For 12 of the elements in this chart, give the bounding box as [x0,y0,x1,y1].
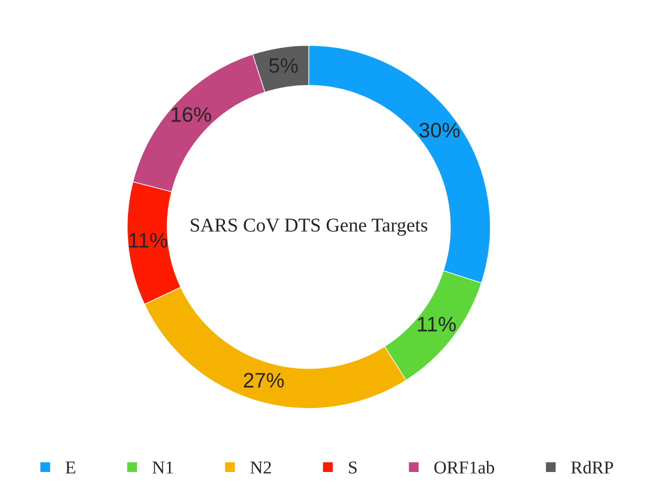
legend-label: E [66,462,76,474]
legend-label: N1 [152,462,173,474]
data-label: 11% [129,233,168,248]
data-label: 27% [244,372,284,388]
text: SARS CoV DTS Gene Targets [190,218,428,236]
data-label: 16% [172,107,212,122]
legend-label: N2 [250,461,271,474]
legend-label: ORF1ab [434,460,494,474]
data-label: 11% [418,316,456,332]
legend-label: S [348,461,357,474]
data-label: 30% [419,122,460,138]
legend-label: RdRP [571,460,614,474]
